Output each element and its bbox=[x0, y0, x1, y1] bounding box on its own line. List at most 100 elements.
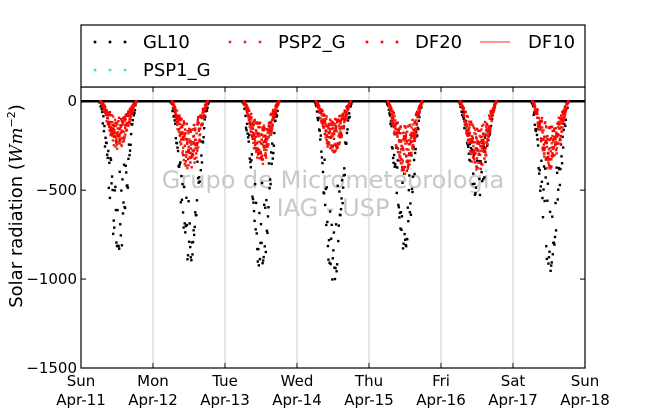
data-point bbox=[195, 156, 198, 159]
data-point bbox=[101, 122, 105, 125]
data-point bbox=[272, 112, 276, 116]
data-point bbox=[185, 154, 188, 157]
data-point bbox=[251, 127, 255, 130]
data-point bbox=[105, 153, 109, 156]
data-point bbox=[557, 125, 560, 129]
data-point bbox=[253, 146, 257, 150]
data-point bbox=[258, 125, 261, 129]
data-point bbox=[405, 148, 408, 151]
data-point bbox=[127, 120, 131, 124]
data-point bbox=[197, 121, 200, 125]
data-point bbox=[475, 137, 478, 140]
data-point bbox=[470, 148, 474, 151]
data-point bbox=[120, 136, 124, 140]
data-point bbox=[172, 114, 176, 118]
data-point bbox=[545, 137, 549, 141]
data-point bbox=[539, 137, 543, 140]
data-point bbox=[491, 114, 494, 117]
data-point bbox=[174, 122, 177, 125]
data-point bbox=[348, 102, 351, 105]
data-point bbox=[344, 118, 347, 122]
data-point bbox=[256, 151, 260, 154]
data-point bbox=[248, 133, 251, 137]
data-point bbox=[195, 143, 199, 146]
data-point bbox=[199, 168, 203, 172]
data-point bbox=[535, 108, 538, 111]
data-point bbox=[325, 223, 328, 227]
data-point bbox=[201, 116, 204, 120]
data-point bbox=[189, 161, 192, 164]
data-point bbox=[109, 120, 112, 124]
data-point bbox=[338, 190, 341, 193]
data-point bbox=[181, 182, 184, 186]
data-point bbox=[408, 174, 411, 177]
data-point bbox=[178, 163, 181, 166]
data-point bbox=[190, 128, 193, 132]
data-point bbox=[472, 140, 475, 144]
data-point bbox=[324, 136, 327, 139]
data-point bbox=[121, 121, 125, 125]
data-point bbox=[249, 130, 252, 133]
data-point bbox=[249, 118, 253, 121]
data-point bbox=[245, 129, 248, 132]
data-point bbox=[121, 123, 124, 127]
data-point bbox=[343, 173, 347, 177]
data-point bbox=[252, 121, 255, 125]
data-point bbox=[466, 141, 470, 145]
data-point bbox=[262, 124, 266, 127]
data-point bbox=[412, 158, 416, 162]
data-point bbox=[325, 117, 328, 121]
data-point bbox=[339, 130, 342, 134]
data-point bbox=[490, 119, 493, 123]
data-point bbox=[476, 161, 479, 164]
data-point bbox=[553, 137, 557, 140]
data-point bbox=[118, 132, 122, 136]
data-point bbox=[190, 258, 193, 262]
data-point bbox=[342, 124, 346, 128]
data-point bbox=[471, 182, 474, 186]
data-point bbox=[120, 189, 123, 192]
data-point bbox=[535, 111, 539, 115]
data-point bbox=[253, 219, 256, 223]
data-point bbox=[479, 162, 483, 165]
data-point bbox=[258, 157, 261, 160]
data-point bbox=[103, 104, 106, 107]
data-point bbox=[460, 113, 464, 117]
data-point bbox=[119, 223, 122, 226]
x-tick-label-date: Apr-12 bbox=[128, 391, 178, 409]
data-point bbox=[125, 171, 128, 174]
data-point bbox=[561, 126, 564, 129]
data-point bbox=[117, 120, 120, 123]
data-point bbox=[188, 141, 192, 144]
data-point bbox=[351, 100, 354, 103]
data-point bbox=[332, 137, 336, 141]
data-point bbox=[183, 134, 186, 137]
data-point bbox=[549, 137, 553, 140]
data-point bbox=[488, 117, 491, 120]
data-point bbox=[126, 184, 129, 187]
data-point bbox=[319, 111, 323, 114]
data-point bbox=[472, 172, 475, 175]
data-point bbox=[179, 118, 182, 122]
data-point bbox=[543, 155, 546, 158]
data-point bbox=[483, 132, 486, 136]
data-point bbox=[265, 198, 268, 202]
data-point bbox=[402, 168, 405, 171]
data-point bbox=[402, 138, 405, 141]
data-point bbox=[479, 167, 482, 171]
data-point bbox=[186, 150, 189, 154]
data-point bbox=[271, 118, 274, 121]
data-point bbox=[254, 135, 257, 139]
data-point bbox=[469, 152, 473, 156]
data-point bbox=[395, 133, 399, 136]
data-point bbox=[477, 142, 481, 145]
data-point bbox=[182, 121, 186, 125]
data-point bbox=[489, 111, 492, 115]
data-point bbox=[111, 188, 114, 192]
data-point bbox=[198, 133, 202, 136]
data-point bbox=[468, 137, 472, 141]
data-point bbox=[184, 138, 188, 141]
data-point bbox=[462, 115, 466, 118]
data-point bbox=[182, 158, 186, 162]
data-point bbox=[206, 106, 209, 109]
